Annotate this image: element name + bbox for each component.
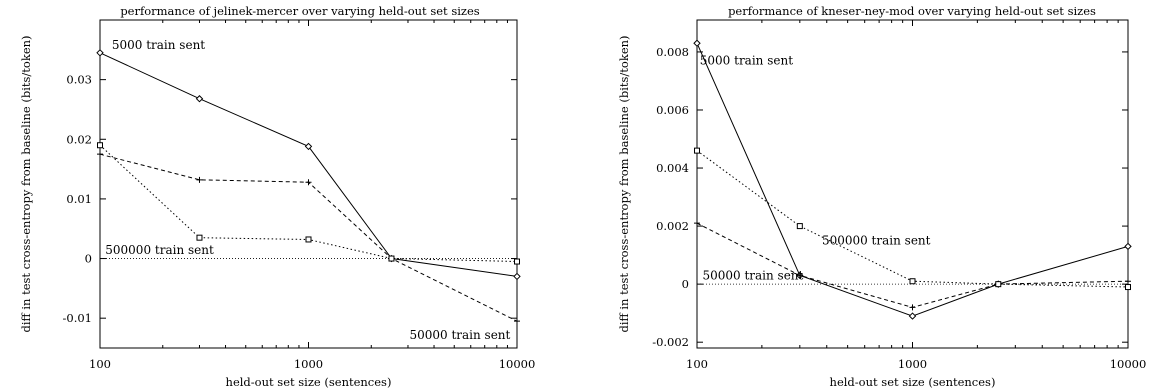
series-3 <box>97 142 520 265</box>
data-point <box>1124 242 1132 251</box>
y-tick-label: 0.008 <box>656 45 689 59</box>
series-annotation: 500000 train sent <box>822 234 931 248</box>
y-tick-label: 0.002 <box>656 219 689 233</box>
y-tick-label: 0.03 <box>66 73 92 87</box>
chart-1: performance of jelinek-mercer over varyi… <box>19 4 535 389</box>
data-point <box>995 281 1002 288</box>
data-point <box>1125 284 1131 291</box>
data-point <box>195 95 204 103</box>
series-line <box>696 150 1129 288</box>
y-tick-label: 0.006 <box>656 103 689 117</box>
data-point <box>514 258 520 265</box>
x-tick-label: 10000 <box>499 357 536 371</box>
data-point <box>97 142 103 149</box>
data-point <box>304 142 313 151</box>
data-point <box>514 318 520 325</box>
data-point <box>796 223 803 230</box>
chart-title: performance of kneser-ney-mod over varyi… <box>728 4 1096 18</box>
y-tick-label: 0.004 <box>656 161 689 175</box>
data-point <box>1125 278 1131 285</box>
data-point <box>196 234 203 241</box>
y-tick-label: 0.02 <box>66 132 92 146</box>
series-annotation: 50000 train sent <box>409 328 510 342</box>
data-point <box>694 147 700 154</box>
x-tick-label: 100 <box>89 357 111 371</box>
series-annotation: 5000 train sent <box>112 38 205 52</box>
data-point <box>694 220 700 227</box>
series-annotation: 500000 train sent <box>105 243 214 257</box>
y-axis-label: diff in test cross-entropy from baseline… <box>617 35 631 332</box>
data-point <box>693 39 701 47</box>
data-point <box>909 278 916 285</box>
plot-frame <box>696 19 1129 349</box>
chart-2: performance of kneser-ney-mod over varyi… <box>617 4 1146 389</box>
data-point <box>97 151 103 158</box>
x-tick-label: 1000 <box>898 357 927 371</box>
x-tick-label: 1000 <box>294 357 323 371</box>
x-axis-label: held-out set size (sentences) <box>226 375 392 389</box>
data-point <box>388 255 395 262</box>
data-point <box>513 272 521 281</box>
x-tick-label: 10000 <box>1110 357 1147 371</box>
x-axis-label: held-out set size (sentences) <box>830 375 996 389</box>
y-tick-label: 0 <box>682 277 689 291</box>
data-point <box>909 304 916 311</box>
series-annotation: 5000 train sent <box>700 54 793 68</box>
series-annotation: 50000 train sent <box>702 268 803 282</box>
y-axis-label: diff in test cross-entropy from baseline… <box>19 35 33 332</box>
y-tick-label: -0.01 <box>63 311 93 325</box>
series-3 <box>694 147 1131 291</box>
data-point <box>908 312 917 320</box>
y-tick-label: 0 <box>85 252 92 266</box>
y-tick-label: -0.002 <box>652 335 689 349</box>
data-point <box>796 272 803 279</box>
data-point <box>96 49 104 57</box>
data-point <box>305 236 312 243</box>
data-point <box>305 179 312 186</box>
y-tick-label: 0.01 <box>66 192 92 206</box>
chart-title: performance of jelinek-mercer over varyi… <box>120 4 479 18</box>
data-point <box>196 176 203 183</box>
x-tick-label: 100 <box>686 357 708 371</box>
